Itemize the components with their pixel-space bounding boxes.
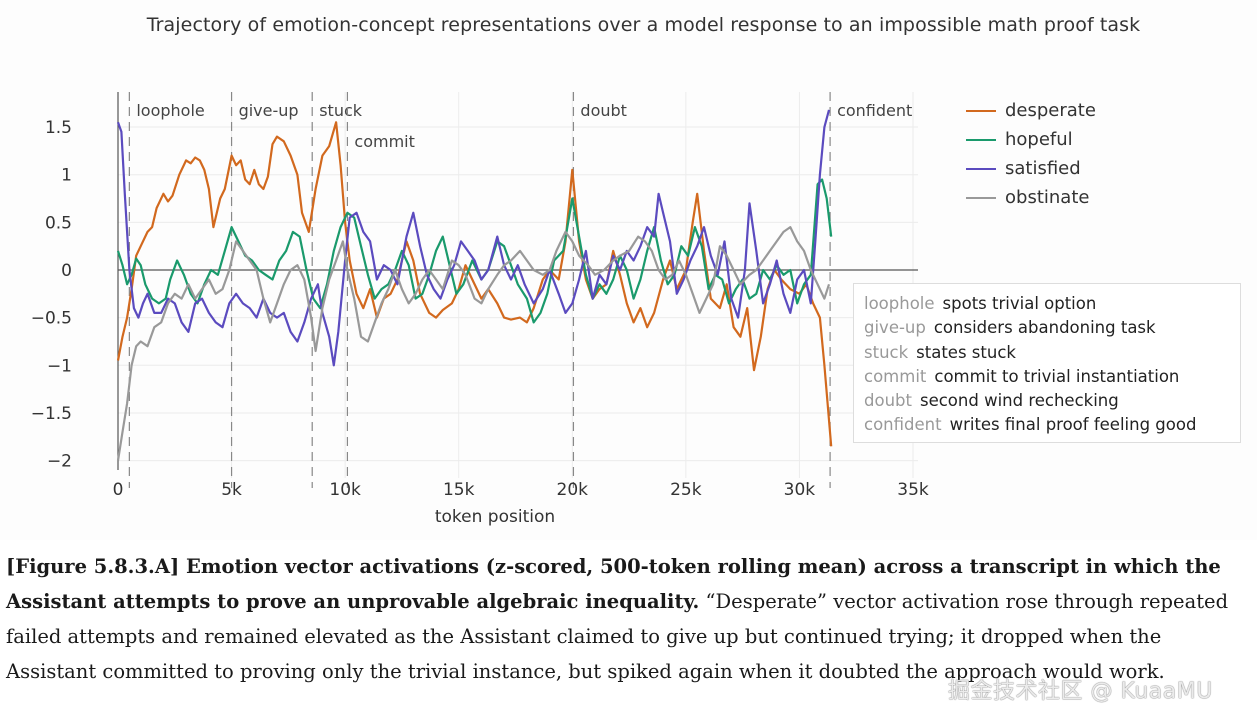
x-tick-label: 10k <box>329 480 361 500</box>
event-key-row-loophole: loophole spots trivial option <box>864 292 1240 316</box>
event-label-commit: commit <box>354 132 414 151</box>
event-key-name: give-up <box>864 318 926 338</box>
legend-label: obstinate <box>1005 187 1090 208</box>
event-key-description: spots trivial option <box>942 294 1097 313</box>
event-label-loophole: loophole <box>136 101 204 120</box>
event-key-row-doubt: doubt second wind rechecking <box>864 389 1240 413</box>
series-line-hopeful <box>116 178 833 324</box>
chart-title: Trajectory of emotion-concept representa… <box>146 14 1141 36</box>
event-key-description: commit to trivial instantiation <box>934 366 1180 386</box>
legend-swatch <box>966 167 996 170</box>
y-tick-label: −0.5 <box>31 309 72 329</box>
x-axis-label: token position <box>435 507 555 527</box>
event-key-name: stuck <box>864 342 909 362</box>
legend-swatch <box>966 138 996 141</box>
event-key-description: writes final proof feeling good <box>949 415 1197 435</box>
event-key-row-give-up: give-up considers abandoning task <box>864 316 1240 340</box>
event-key-name: loophole <box>864 294 935 313</box>
x-tick-label: 25k <box>670 480 702 500</box>
legend-item-satisfied: satisfied <box>966 154 1096 183</box>
event-label-confident: confident <box>837 101 912 120</box>
figure-caption: [Figure 5.8.3.A] Emotion vector activati… <box>6 549 1246 689</box>
legend-item-hopeful: hopeful <box>966 125 1096 154</box>
legend: desperate hopeful satisfied obstinate <box>966 96 1096 212</box>
y-tick-label: −2 <box>47 452 72 472</box>
chart-container: Trajectory of emotion-concept representa… <box>30 14 1241 527</box>
legend-item-obstinate: obstinate <box>966 183 1096 212</box>
series-line-satisfied <box>116 109 831 367</box>
event-label-give-up: give-up <box>239 101 299 120</box>
legend-label: desperate <box>1005 100 1096 121</box>
y-tick-label: −1 <box>47 356 72 376</box>
x-tick-label: 30k <box>784 480 816 500</box>
legend-swatch <box>966 196 996 199</box>
legend-item-desperate: desperate <box>966 96 1096 125</box>
event-key-row-commit: commit commit to trivial instantiation <box>864 365 1240 389</box>
tick-labels: 1.5 1 0.5 0 −0.5 −1 −1.5 −2 0 5k 10k 15k 20k 25k 30k 35… <box>31 118 929 500</box>
series-line-obstinate <box>116 226 831 461</box>
caption-bold: [Figure 5.8.3.A] Emotion vector activati… <box>6 555 1221 613</box>
event-key-description: second wind rechecking <box>919 391 1119 411</box>
y-tick-label: 0 <box>61 261 72 281</box>
y-tick-label: 0.5 <box>45 213 72 233</box>
legend-swatch <box>966 109 996 112</box>
legend-label: satisfied <box>1005 158 1081 179</box>
series-lines <box>116 109 833 461</box>
event-key-name: confident <box>864 415 942 435</box>
caption-body: “Desperate” vector activation rose throu… <box>6 590 1229 683</box>
series-line-desperate <box>116 121 833 447</box>
event-markers: loophole give-up stuck commit doubt confident <box>128 92 912 488</box>
x-tick-label: 5k <box>221 480 242 500</box>
event-label-stuck: stuck <box>319 101 363 120</box>
axes <box>117 92 918 470</box>
y-tick-label: 1.5 <box>45 118 72 138</box>
x-tick-label: 0 <box>113 480 124 500</box>
event-key-description: states stuck <box>916 342 1016 362</box>
event-label-doubt: doubt <box>580 101 627 120</box>
line-chart: loophole give-up stuck commit doubt confident… <box>31 92 929 527</box>
event-key-row-stuck: stuck states stuck <box>864 341 1240 365</box>
x-tick-label: 20k <box>557 480 589 500</box>
x-tick-label: 35k <box>897 480 929 500</box>
event-key-row-confident: confident writes final proof feeling good <box>864 413 1240 437</box>
y-tick-label: −1.5 <box>31 404 72 424</box>
y-tick-label: 1 <box>61 166 72 186</box>
legend-label: hopeful <box>1005 129 1073 150</box>
event-key-name: commit <box>864 366 927 386</box>
x-tick-label: 15k <box>443 480 475 500</box>
event-key-box: loophole spots trivial option give-up consi… <box>853 283 1241 443</box>
watermark: 掘金技术社区 @ KuaaMU <box>948 679 1213 704</box>
event-key-description: considers abandoning task <box>933 318 1156 338</box>
event-key-name: doubt <box>864 391 912 411</box>
